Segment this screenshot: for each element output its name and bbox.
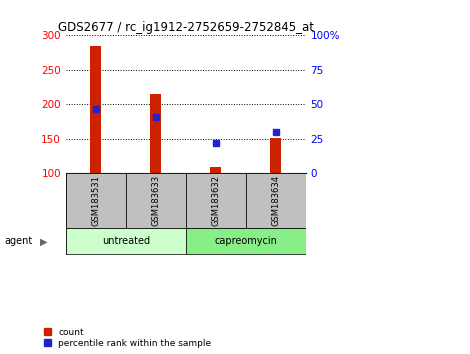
Text: GSM183633: GSM183633 <box>151 175 160 226</box>
Bar <box>186 228 306 254</box>
Bar <box>186 173 245 228</box>
Bar <box>90 46 101 173</box>
Text: GSM183531: GSM183531 <box>91 175 100 226</box>
Text: ▶: ▶ <box>40 236 47 246</box>
Bar <box>270 138 281 173</box>
Bar <box>66 173 126 228</box>
Text: GSM183634: GSM183634 <box>271 175 280 226</box>
Title: GDS2677 / rc_ig1912-2752659-2752845_at: GDS2677 / rc_ig1912-2752659-2752845_at <box>58 21 313 34</box>
Bar <box>126 173 186 228</box>
Text: capreomycin: capreomycin <box>214 236 277 246</box>
Text: agent: agent <box>5 236 33 246</box>
Bar <box>246 173 306 228</box>
Legend: count, percentile rank within the sample: count, percentile rank within the sample <box>42 326 213 349</box>
Bar <box>66 228 186 254</box>
Text: untreated: untreated <box>102 236 150 246</box>
Bar <box>150 94 161 173</box>
Bar <box>210 167 221 173</box>
Text: GSM183632: GSM183632 <box>211 175 220 226</box>
